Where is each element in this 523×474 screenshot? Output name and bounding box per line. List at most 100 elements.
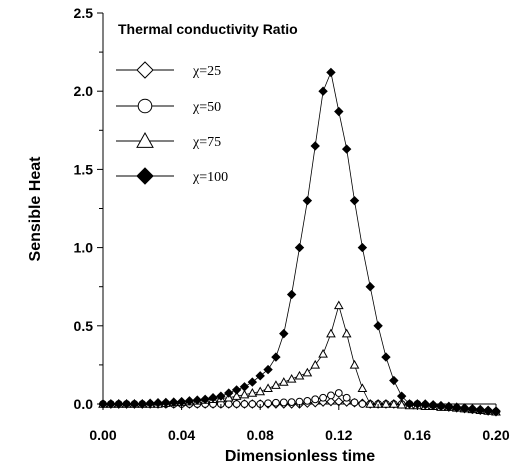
data-point xyxy=(272,398,280,407)
data-point xyxy=(341,144,352,154)
data-point xyxy=(278,377,289,386)
data-point xyxy=(240,400,249,408)
data-point xyxy=(239,389,250,399)
data-point xyxy=(287,398,296,407)
data-point xyxy=(224,400,233,408)
data-point xyxy=(286,373,297,383)
data-point xyxy=(388,398,399,408)
data-point xyxy=(286,289,297,300)
data-point xyxy=(208,393,218,403)
x-tick-label: 0.12 xyxy=(325,427,352,443)
data-point xyxy=(169,397,179,407)
data-point xyxy=(271,352,281,362)
data-point xyxy=(231,391,242,400)
data-point xyxy=(389,375,399,386)
data-point xyxy=(311,395,320,404)
data-point xyxy=(279,328,289,339)
data-point xyxy=(350,398,359,407)
legend-marker xyxy=(136,167,154,185)
data-point xyxy=(255,386,266,396)
data-point xyxy=(231,385,242,395)
series-layer xyxy=(98,67,501,417)
data-point xyxy=(349,359,360,369)
data-point xyxy=(396,399,407,409)
data-point xyxy=(200,394,210,405)
data-point xyxy=(184,396,195,406)
data-point xyxy=(114,399,124,409)
data-point xyxy=(224,388,234,398)
data-point xyxy=(106,399,116,409)
legend-entry: χ=100 xyxy=(116,167,228,185)
data-point xyxy=(334,389,343,397)
legend-label: χ=50 xyxy=(192,100,221,115)
data-point xyxy=(302,367,313,377)
data-point xyxy=(365,281,375,292)
data-point xyxy=(263,383,273,393)
data-point xyxy=(303,396,312,405)
data-point xyxy=(294,370,305,380)
data-point xyxy=(318,86,328,96)
data-point xyxy=(145,398,155,408)
data-point xyxy=(365,398,376,408)
legend-title: Thermal conductivity Ratio xyxy=(118,21,298,37)
data-point xyxy=(334,106,344,117)
legend-marker xyxy=(136,61,154,79)
data-point xyxy=(459,403,470,414)
legend-label: χ=100 xyxy=(192,170,228,185)
y-axis-title: Sensible Heat xyxy=(27,156,44,262)
data-point xyxy=(467,404,478,415)
data-point xyxy=(404,399,415,409)
data-point xyxy=(381,352,391,362)
x-tick-label: 0.20 xyxy=(482,427,509,443)
data-point xyxy=(216,391,226,401)
data-point xyxy=(333,300,344,310)
data-point xyxy=(255,371,265,381)
data-point xyxy=(420,400,430,410)
y-tick-label: 1.5 xyxy=(74,161,94,177)
data-point xyxy=(264,399,272,408)
x-axis-title: Dimensionless time xyxy=(225,448,375,465)
x-tick-label: 0.04 xyxy=(168,427,195,443)
data-point xyxy=(161,397,171,408)
y-tick-label: 1.0 xyxy=(74,240,94,256)
data-point xyxy=(121,399,132,409)
legend-entry: χ=75 xyxy=(116,131,221,150)
data-point xyxy=(247,377,258,387)
data-point xyxy=(279,398,288,407)
data-point xyxy=(153,398,163,408)
data-point xyxy=(310,359,321,369)
data-point xyxy=(192,395,203,405)
y-tick-label: 2.5 xyxy=(74,5,94,21)
data-point xyxy=(310,141,320,151)
data-point xyxy=(444,402,454,412)
data-point xyxy=(491,407,501,417)
plot-frame xyxy=(102,13,496,405)
series-4 xyxy=(98,67,501,417)
y-tick-label: 0.5 xyxy=(74,318,94,334)
data-point xyxy=(239,382,250,392)
x-tick-label: 0.16 xyxy=(404,427,431,443)
data-point xyxy=(436,401,446,412)
legend-entry: χ=25 xyxy=(116,61,221,79)
data-point xyxy=(357,242,368,253)
data-point xyxy=(326,396,336,407)
data-point xyxy=(271,380,281,389)
data-point xyxy=(326,67,336,78)
data-point xyxy=(349,195,360,206)
data-point xyxy=(247,388,258,397)
data-point xyxy=(373,321,383,331)
legend-entry: χ=50 xyxy=(116,98,221,115)
data-point xyxy=(263,364,273,375)
legend-label: χ=75 xyxy=(192,135,221,150)
data-point xyxy=(129,399,140,409)
data-point xyxy=(483,406,493,416)
x-tick-label: 0.00 xyxy=(89,427,116,443)
data-point xyxy=(342,393,351,402)
data-point xyxy=(232,400,241,408)
data-point xyxy=(248,400,257,408)
data-point xyxy=(357,383,368,393)
data-point xyxy=(358,400,367,408)
y-tick-label: 0.0 xyxy=(74,396,94,412)
x-tick-label: 0.08 xyxy=(247,427,274,443)
data-point xyxy=(341,328,352,338)
